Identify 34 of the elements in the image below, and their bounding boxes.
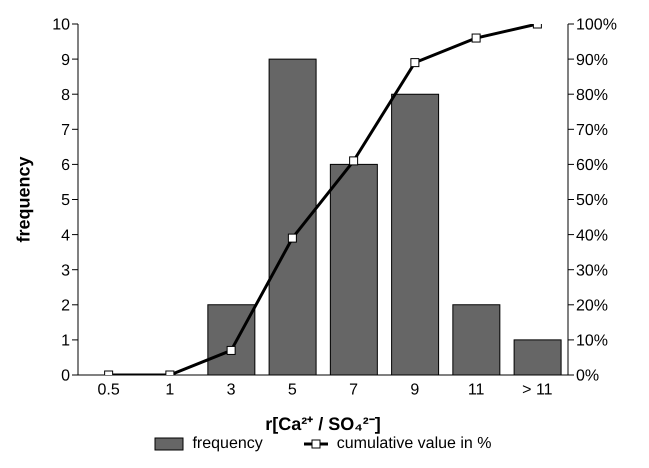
y-tick-label: 8 (61, 86, 70, 104)
y-tick-label: 7 (61, 122, 70, 139)
y-tick-label: 1 (61, 332, 70, 350)
y2-tick-label: 100% (576, 16, 617, 34)
y-tick-label: 9 (61, 52, 70, 69)
y2-tick-label: 70% (576, 122, 608, 139)
y-tick-label: 10 (52, 16, 70, 34)
y2-tick-label: 20% (576, 297, 608, 314)
x-tick-label: 9 (410, 381, 420, 398)
y-tick-label: 6 (61, 157, 70, 174)
y2-tick-label: 60% (576, 157, 608, 174)
legend-label: cumulative value in % (336, 435, 492, 453)
x-tick-label: 7 (349, 381, 358, 398)
y-tick-label: 3 (61, 262, 70, 280)
x-tick-label: 1 (165, 381, 174, 398)
x-tick-label: 3 (226, 381, 236, 398)
x-tick-label: 11 (468, 381, 485, 398)
y2-tick-label: 30% (576, 262, 608, 280)
x-tick-label: 0.5 (98, 381, 120, 398)
y2-tick-label: 0% (576, 368, 600, 385)
y2-tick-label: 90% (576, 52, 608, 69)
y2-tick-label: 80% (576, 86, 608, 104)
x-axis-title: r[Ca²⁺ / SO₄²⁻] (265, 414, 381, 434)
y2-tick-label: 50% (576, 192, 608, 210)
y-tick-label: 4 (61, 227, 70, 244)
x-tick-label: 5 (288, 381, 297, 398)
y-axis-title: frequency (13, 156, 34, 243)
y2-tick-label: 40% (576, 227, 608, 244)
y-tick-label: 0 (61, 368, 70, 385)
y-tick-label: 5 (61, 192, 70, 210)
y2-tick-label: 10% (576, 332, 608, 350)
legend-label: frequency (192, 435, 263, 453)
x-tick-label: > 11 (522, 381, 553, 398)
y-tick-label: 2 (61, 297, 70, 314)
